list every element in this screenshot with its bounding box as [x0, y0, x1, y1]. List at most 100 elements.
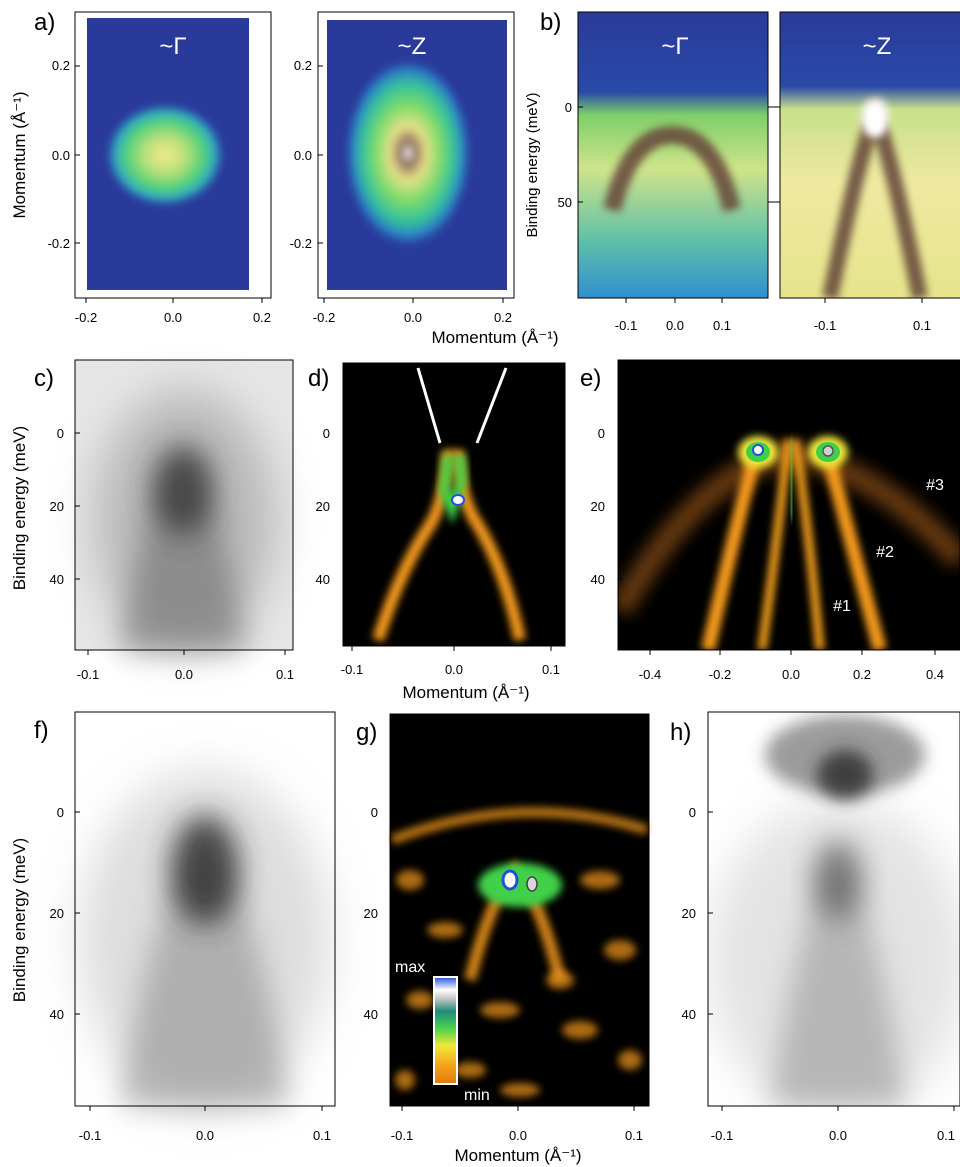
panel-c-xtick: 0.1	[276, 667, 294, 682]
panel-b2-title: ~Z	[863, 33, 892, 60]
panel-f-xticks: -0.1 0.0 0.1	[79, 1106, 331, 1143]
panel-f-ylabel: Binding energy (meV)	[10, 838, 29, 1002]
panel-c-ytick: 40	[50, 572, 64, 587]
panel-e-band-1-left	[757, 439, 793, 650]
panel-e-xtick: 0.0	[782, 667, 800, 682]
panel-g-xtick: 0.1	[625, 1128, 643, 1143]
panel-d-ytick: 0	[323, 426, 330, 441]
panel-e-xtick: -0.2	[709, 667, 731, 682]
panel-b1-label: b)	[540, 9, 561, 36]
panel-d-ytick: 20	[316, 499, 330, 514]
panel-a1-ytick: 0.0	[52, 148, 70, 163]
panel-d-ytick: 40	[316, 572, 330, 587]
panel-e-band-2-right	[821, 453, 887, 650]
panel-b1-ytick: 0	[565, 100, 572, 115]
panel-a1-ytick: 0.2	[52, 58, 70, 73]
panel-a1-yticks: 0.2 0.0 -0.2	[48, 58, 80, 251]
row1-xlabel: Momentum (Å⁻¹)	[431, 328, 558, 347]
row3-xlabel: Momentum (Å⁻¹)	[454, 1146, 581, 1165]
panel-d-xtick: -0.1	[341, 662, 363, 677]
panel-g-xtick: 0.0	[509, 1128, 527, 1143]
panel-g-ytick: 0	[371, 805, 378, 820]
panel-h-xtick: 0.0	[829, 1128, 847, 1143]
panel-c-label: c)	[34, 365, 54, 392]
panel-d-guide-left	[416, 367, 442, 444]
panel-e-band-2-left	[701, 453, 762, 650]
panel-a2-title: ~Z	[398, 33, 427, 60]
panel-e-ytick: 0	[598, 426, 605, 441]
panel-b2: ~Z -0.1 0.1	[779, 11, 960, 333]
panel-h-yticks: 0 20 40	[682, 805, 713, 1022]
panel-g-feature	[478, 863, 562, 907]
panel-e-annotation-2: #2	[876, 544, 894, 561]
panel-g-xticks: -0.1 0.0 0.1	[391, 1106, 643, 1143]
panel-a1-intensity	[105, 103, 225, 207]
panel-g-ytick: 20	[364, 906, 378, 921]
panel-g-label: g)	[356, 719, 377, 746]
panel-f-yticks: 0 20 40	[50, 805, 80, 1022]
panel-f-peak	[171, 815, 239, 925]
panel-d-xticks: -0.1 0.0 0.1	[341, 646, 560, 677]
panel-h-xtick: 0.1	[937, 1128, 955, 1143]
panel-e-peak-left-top	[752, 444, 764, 456]
panel-f-ytick: 0	[57, 805, 64, 820]
panel-b2-xtick: -0.1	[814, 318, 836, 333]
panel-c-yticks: 0 20 40	[50, 426, 80, 587]
panel-c-xtick: 0.0	[175, 667, 193, 682]
panel-c-xticks: -0.1 0.0 0.1	[77, 650, 294, 682]
panel-e-band-1-right	[790, 439, 825, 650]
panel-a2-ytick: 0.2	[294, 58, 312, 73]
panel-b1-title: ~Γ	[661, 33, 688, 60]
panel-f-xtick: -0.1	[79, 1128, 101, 1143]
panel-d-xtick: 0.0	[445, 662, 463, 677]
panel-f-band	[120, 850, 290, 1106]
panel-d-band-core	[438, 454, 468, 525]
panel-c-peak	[153, 445, 213, 535]
panel-e-annotation-1: #1	[833, 598, 851, 615]
panel-b1: ~Γ b) Binding energy (meV) 0 50 -0.1 0.0…	[524, 9, 780, 333]
panel-h-band	[770, 860, 906, 1106]
panel-e-xtick: 0.4	[926, 667, 944, 682]
panel-d-peak	[451, 494, 465, 506]
panel-g-colorbar	[433, 976, 458, 1085]
panel-h-top-peak	[817, 750, 873, 800]
panel-h-ytick: 0	[689, 805, 696, 820]
panel-f-label: f)	[34, 717, 49, 744]
panel-f: f) Binding energy (meV) 0 20 40 -0.1 0.0…	[10, 711, 336, 1143]
panel-b1-xticks: -0.1 0.0 0.1	[615, 298, 731, 333]
panel-e-frame	[617, 359, 960, 651]
panel-e-center	[788, 439, 795, 521]
panel-c-xtick: -0.1	[77, 667, 99, 682]
panel-b2-frame	[779, 11, 960, 299]
panel-e-xticks: -0.4 -0.2 0.0 0.2 0.4	[639, 650, 944, 682]
panel-a2-ytick: -0.2	[290, 236, 312, 251]
panel-g-peak-2	[526, 876, 538, 892]
panel-a2-intensity	[344, 58, 472, 248]
panel-b1-xtick: 0.0	[666, 318, 684, 333]
panel-e: e) #1 #2 #3 0 20 40 -0.4 -0.2 0.0 0.2 0.…	[580, 359, 960, 682]
panel-a1-ylabel: Momentum (Å⁻¹)	[10, 91, 29, 218]
panel-a1: ~Γ a) Momentum (Å⁻¹) 0.2 0.0 -0.2 -0.2 0…	[10, 9, 272, 325]
panel-e-yticks: 0 20 40	[591, 426, 623, 587]
panel-g-xtick: -0.1	[391, 1128, 413, 1143]
panel-b1-xtick: 0.1	[713, 318, 731, 333]
panel-g-noise	[395, 870, 642, 1097]
panel-h-peak	[814, 840, 862, 920]
panel-h-ytick: 40	[682, 1007, 696, 1022]
panel-g: max min g) 0 20 40 -0.1 0.0 0.1	[356, 713, 650, 1143]
panel-f-xtick: 0.1	[313, 1128, 331, 1143]
panel-f-xtick: 0.0	[196, 1128, 214, 1143]
panel-b1-map	[578, 12, 768, 298]
panel-h-xticks: -0.1 0.0 0.1	[711, 1106, 955, 1143]
panel-g-noise-arc	[390, 807, 649, 845]
panel-a2-xtick: 0.2	[494, 310, 512, 325]
panel-a2: ~Z 0.2 0.0 -0.2 -0.2 0.0 0.2	[290, 11, 515, 325]
panel-f-ytick: 40	[50, 1007, 64, 1022]
panel-b1-dispersion	[603, 125, 741, 213]
panel-e-ytick: 40	[591, 572, 605, 587]
panel-a1-xtick: -0.2	[75, 310, 97, 325]
panel-e-xtick: -0.4	[639, 667, 661, 682]
panel-d: d) 0 20 40 -0.1 0.0 0.1	[308, 362, 566, 677]
panel-c-ylabel: Binding energy (meV)	[10, 426, 29, 590]
